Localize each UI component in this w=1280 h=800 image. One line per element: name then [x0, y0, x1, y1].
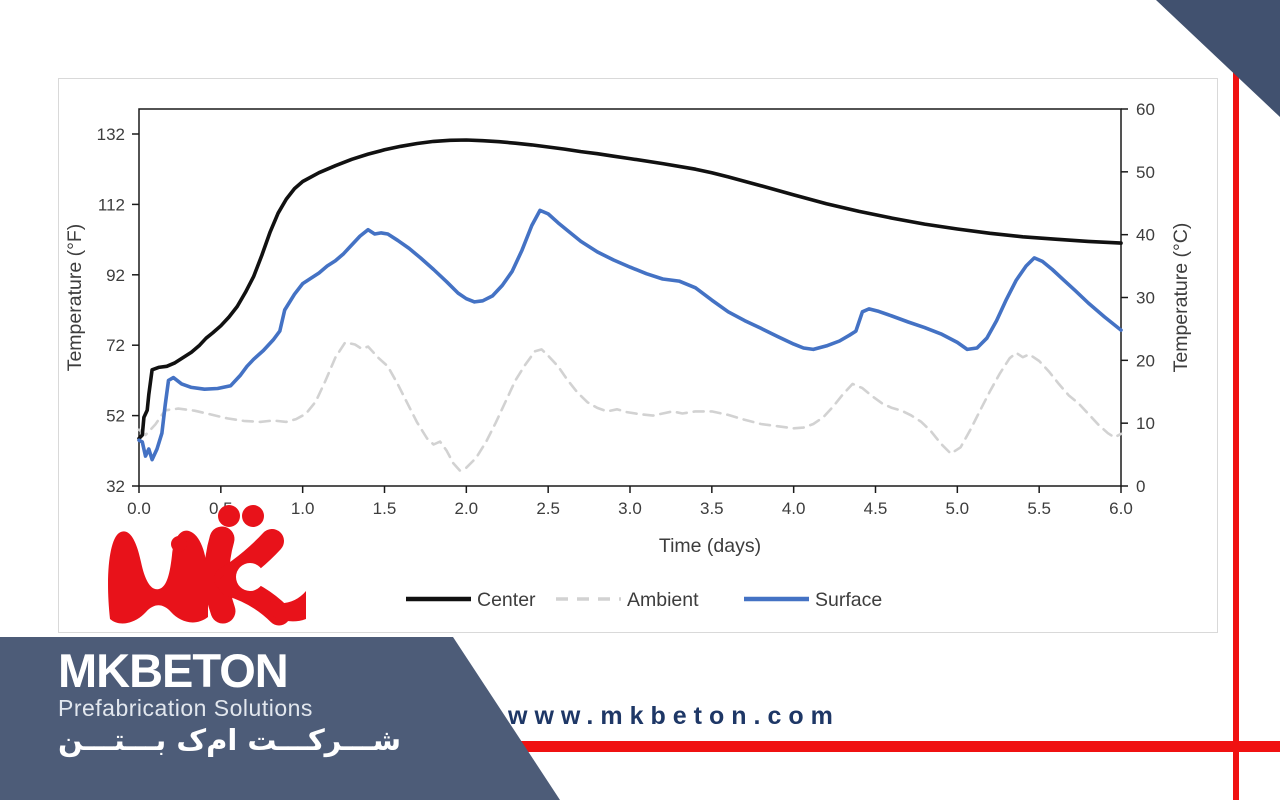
x-axis-tick-label: 0.0 [127, 499, 151, 518]
logo-small-dot [171, 536, 187, 552]
brand-name: MKBETON [58, 644, 289, 697]
footer-banner: MKBETON Prefabrication Solutions شـــرکـ… [0, 637, 560, 800]
temperature-chart: 0.0 0.5 1.0 1.5 2.0 2.5 3.0 3.5 4.0 4.5 5.0 5.5 6.03… [64, 100, 1192, 611]
y-left-tick-label: 132 [97, 125, 125, 144]
series-line-center [137, 138, 1123, 441]
y-left-tick-label: 72 [106, 336, 125, 355]
y-right-tick-label: 0 [1136, 477, 1145, 496]
x-axis-tick-label: 3.5 [700, 499, 724, 518]
x-axis-tick-label: 5.5 [1027, 499, 1051, 518]
brand-persian-name: شـــرکـــت ام‌ک بـــتـــن [58, 723, 401, 757]
series-line-ambient [137, 341, 1123, 472]
red-horizontal-accent-line [0, 741, 1280, 752]
legend-label-ambient: Ambient [627, 589, 699, 611]
legend-label-surface: Surface [815, 589, 882, 611]
y-right-tick-label: 20 [1136, 351, 1155, 370]
website-url: www.mkbeton.com [508, 702, 840, 730]
y-right-axis-title: Temperature (°C) [1170, 223, 1192, 373]
y-left-tick-label: 92 [106, 266, 125, 285]
red-vertical-accent-line [1233, 0, 1239, 800]
y-left-axis-title: Temperature (°F) [64, 224, 86, 372]
x-axis-tick-label: 2.0 [455, 499, 479, 518]
x-axis-tick-label: 4.5 [864, 499, 888, 518]
logo-dot-right [242, 505, 264, 527]
y-left-tick-label: 52 [106, 407, 125, 426]
series-line-surface [137, 208, 1123, 462]
x-axis-tick-label: 3.0 [618, 499, 642, 518]
mk-logo-icon [108, 505, 306, 626]
y-left-tick-label: 112 [98, 195, 125, 214]
y-right-tick-label: 30 [1136, 289, 1155, 308]
x-axis-tick-label: 1.5 [373, 499, 397, 518]
logo-m-shape [108, 530, 208, 624]
chart-card: 0.0 0.5 1.0 1.5 2.0 2.5 3.0 3.5 4.0 4.5 5.0 5.5 6.0 3… [58, 78, 1218, 633]
x-axis-tick-label: 2.5 [536, 499, 560, 518]
brand-tagline: Prefabrication Solutions [58, 695, 313, 721]
plot-area-border [138, 108, 1122, 487]
y-right-tick-label: 50 [1136, 163, 1155, 182]
logo-dot-left [218, 505, 240, 527]
x-axis-tick-label: 4.0 [782, 499, 806, 518]
y-right-tick-label: 60 [1136, 100, 1155, 119]
logo-k-tail [262, 591, 306, 622]
y-right-tick-label: 40 [1136, 226, 1155, 245]
x-axis-tick-label: 1.0 [291, 499, 315, 518]
y-right-tick-label: 10 [1136, 414, 1155, 433]
x-axis-tick-label: 6.0 [1109, 499, 1133, 518]
x-axis-title: Time (days) [659, 535, 761, 557]
x-axis-tick-label: 5.0 [946, 499, 970, 518]
logo-k-hole [236, 563, 264, 591]
y-left-tick-label: 32 [106, 477, 125, 496]
legend-label-center: Center [477, 589, 536, 611]
